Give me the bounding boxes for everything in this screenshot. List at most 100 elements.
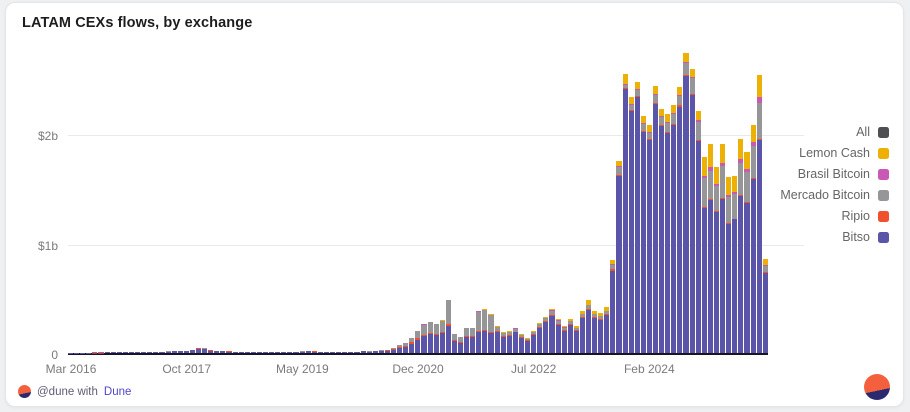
bar[interactable]: [512, 49, 518, 353]
bar[interactable]: [366, 49, 372, 353]
bar[interactable]: [128, 49, 135, 353]
bar[interactable]: [384, 49, 390, 353]
bar[interactable]: [653, 49, 659, 353]
bar[interactable]: [525, 49, 531, 353]
bar[interactable]: [165, 49, 171, 353]
bar[interactable]: [159, 49, 165, 353]
legend-item-brasil-bitcoin[interactable]: Brasil Bitcoin: [798, 167, 889, 181]
bar[interactable]: [750, 49, 756, 353]
bar[interactable]: [646, 49, 652, 353]
bar[interactable]: [116, 49, 122, 353]
bar[interactable]: [171, 49, 177, 353]
bar[interactable]: [135, 49, 141, 353]
bar[interactable]: [348, 49, 354, 353]
bar[interactable]: [445, 49, 451, 353]
bar[interactable]: [738, 49, 744, 353]
bar[interactable]: [677, 49, 683, 353]
bar[interactable]: [299, 49, 305, 353]
bar[interactable]: [177, 49, 183, 353]
bar[interactable]: [269, 49, 275, 353]
bar[interactable]: [720, 49, 726, 353]
bar[interactable]: [470, 49, 476, 353]
bar[interactable]: [665, 49, 671, 353]
bar[interactable]: [86, 49, 92, 353]
bar[interactable]: [537, 49, 543, 353]
bar[interactable]: [74, 49, 80, 353]
bar[interactable]: [323, 49, 330, 353]
bar[interactable]: [122, 49, 128, 353]
bar[interactable]: [634, 49, 640, 353]
bar[interactable]: [701, 49, 707, 353]
bar[interactable]: [263, 49, 269, 353]
bar[interactable]: [549, 49, 555, 353]
bar[interactable]: [141, 49, 147, 353]
bar[interactable]: [573, 49, 579, 353]
bar[interactable]: [226, 49, 232, 353]
bar[interactable]: [202, 49, 208, 353]
bar[interactable]: [147, 49, 153, 353]
bar[interactable]: [628, 49, 634, 353]
legend-item-bitso[interactable]: Bitso: [842, 230, 889, 244]
bar[interactable]: [640, 49, 646, 353]
legend-item-mercado-bitcoin[interactable]: Mercado Bitcoin: [780, 188, 889, 202]
bar[interactable]: [354, 49, 360, 353]
bar[interactable]: [287, 49, 293, 353]
bar[interactable]: [756, 49, 762, 353]
bar[interactable]: [451, 49, 457, 353]
bar[interactable]: [336, 49, 342, 353]
bar[interactable]: [744, 49, 750, 353]
bar[interactable]: [427, 49, 433, 353]
bar[interactable]: [464, 49, 470, 353]
bar[interactable]: [153, 49, 159, 353]
bar[interactable]: [421, 49, 427, 353]
bar[interactable]: [68, 49, 74, 353]
bar[interactable]: [238, 49, 244, 353]
bar[interactable]: [433, 49, 439, 353]
bar[interactable]: [531, 49, 537, 353]
bar[interactable]: [689, 49, 695, 353]
bar[interactable]: [409, 49, 415, 353]
bar[interactable]: [726, 49, 732, 353]
bar[interactable]: [616, 49, 622, 353]
bar[interactable]: [293, 49, 299, 353]
bar[interactable]: [592, 49, 598, 353]
bar[interactable]: [232, 49, 238, 353]
bar[interactable]: [183, 49, 189, 353]
bar[interactable]: [220, 49, 226, 353]
bar[interactable]: [695, 49, 701, 353]
bar[interactable]: [567, 49, 573, 353]
bar[interactable]: [208, 49, 214, 353]
bar[interactable]: [104, 49, 110, 353]
bar[interactable]: [458, 49, 464, 353]
bar[interactable]: [622, 49, 628, 353]
bar[interactable]: [305, 49, 311, 353]
bar[interactable]: [311, 49, 317, 353]
dune-logo-icon[interactable]: [864, 374, 890, 400]
bar[interactable]: [506, 49, 512, 353]
bar[interactable]: [342, 49, 348, 353]
bar[interactable]: [561, 49, 567, 353]
bar[interactable]: [214, 49, 220, 353]
bar[interactable]: [372, 49, 378, 353]
bar[interactable]: [244, 49, 250, 353]
bar[interactable]: [378, 49, 384, 353]
legend-item-all[interactable]: All: [856, 125, 889, 139]
bar[interactable]: [683, 49, 689, 353]
bar[interactable]: [189, 49, 195, 353]
bar[interactable]: [604, 49, 610, 353]
bar[interactable]: [713, 49, 720, 353]
bar[interactable]: [330, 49, 336, 353]
bar[interactable]: [579, 49, 585, 353]
bar[interactable]: [195, 49, 202, 353]
bar[interactable]: [598, 49, 604, 353]
bar[interactable]: [476, 49, 482, 353]
bar[interactable]: [488, 49, 494, 353]
bar[interactable]: [275, 49, 281, 353]
bar[interactable]: [439, 49, 445, 353]
bar[interactable]: [403, 49, 409, 353]
bar[interactable]: [543, 49, 549, 353]
bar[interactable]: [250, 49, 256, 353]
bar[interactable]: [482, 49, 488, 353]
dune-link[interactable]: Dune: [103, 385, 132, 398]
bar[interactable]: [256, 49, 262, 353]
